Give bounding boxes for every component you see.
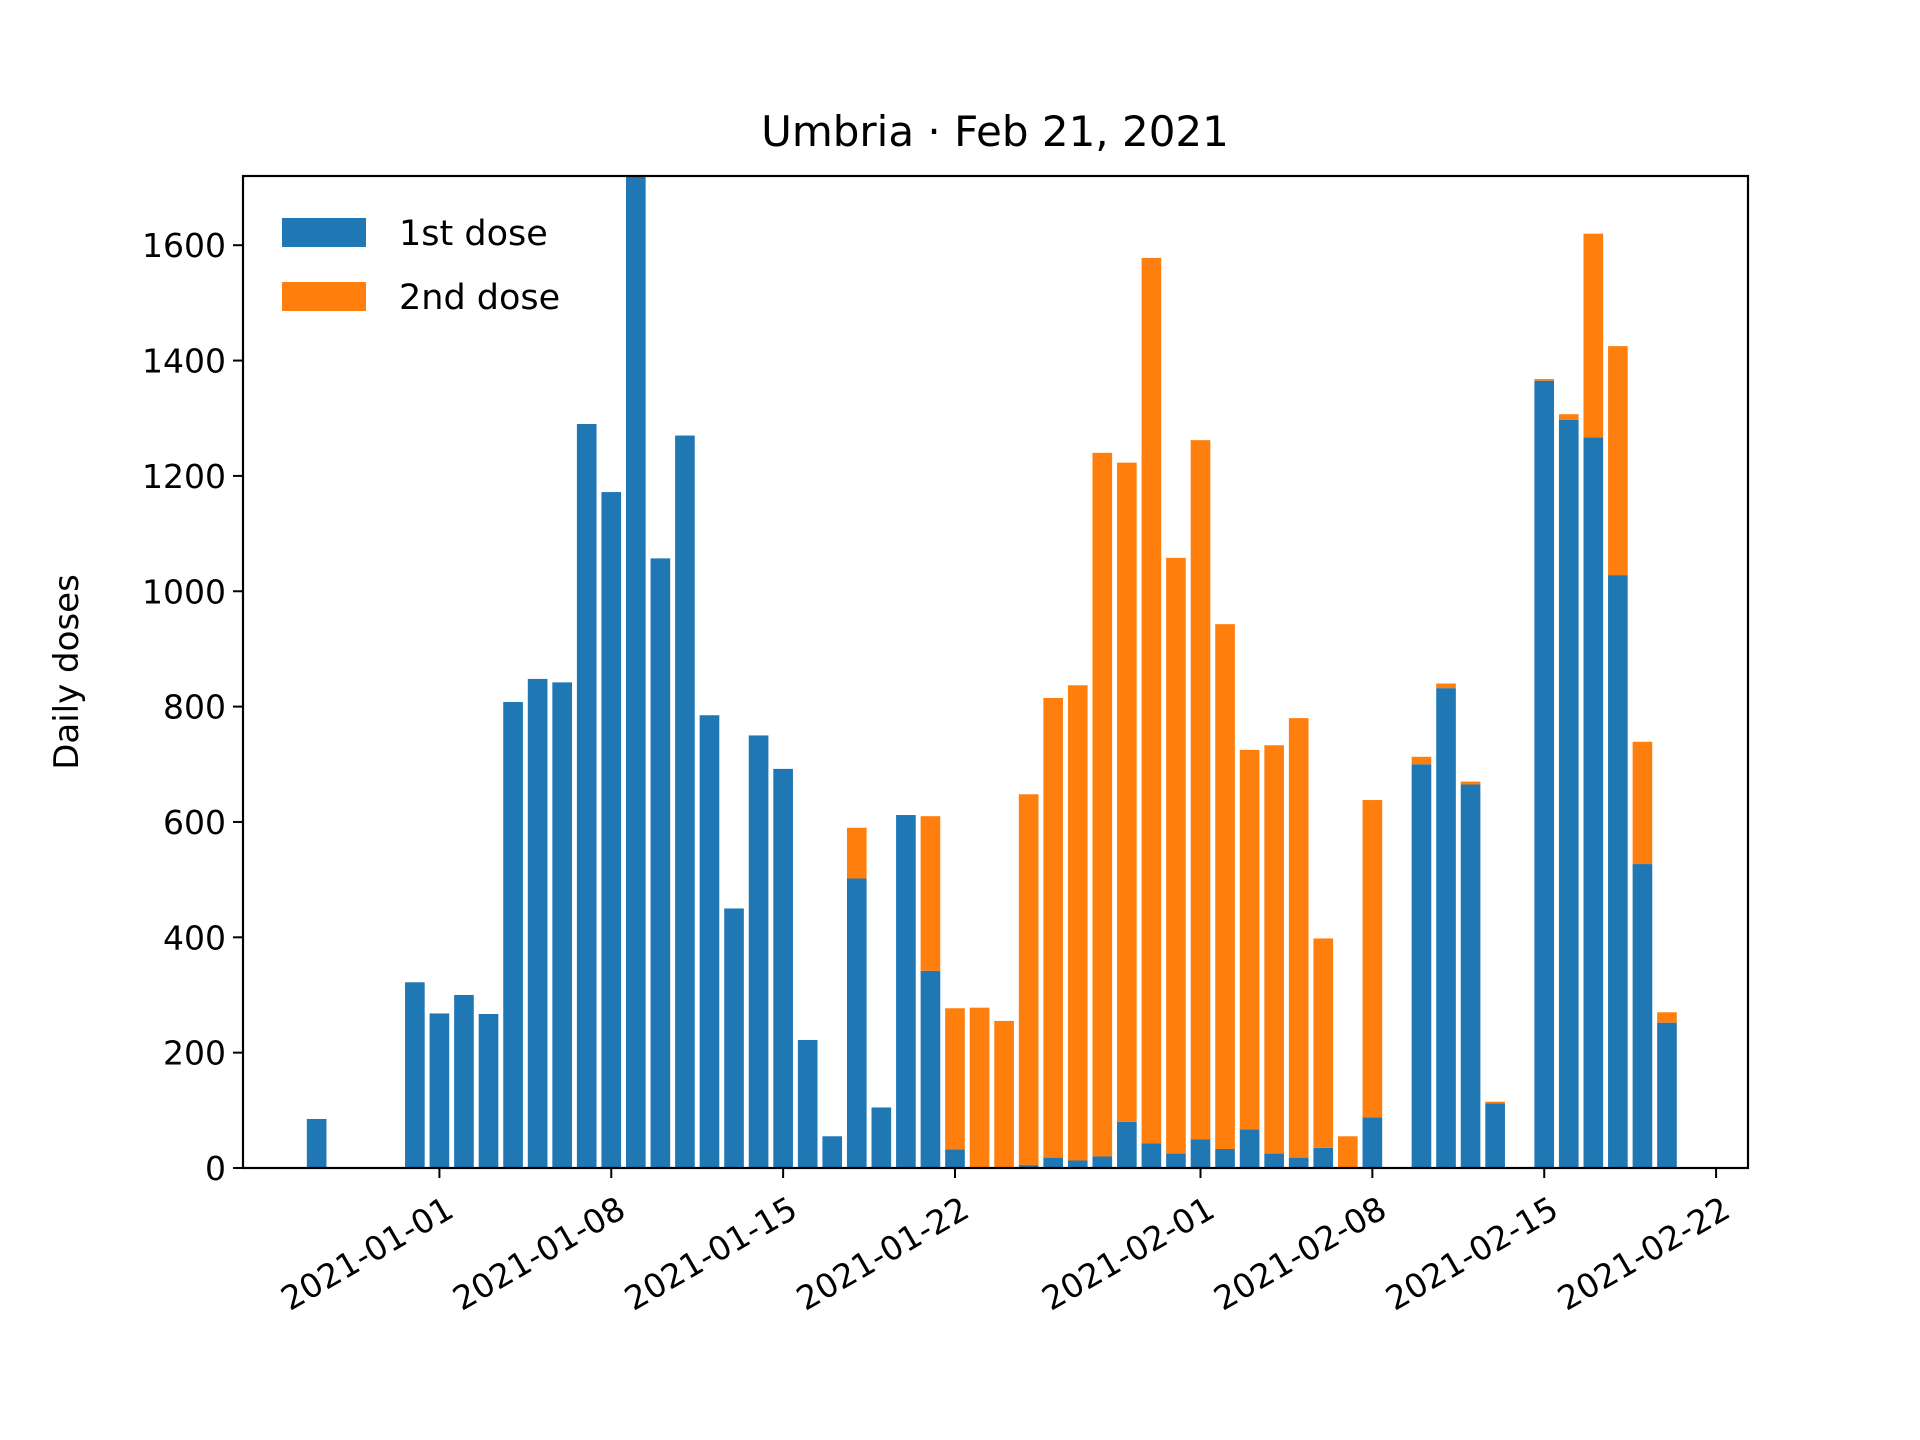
bar-1st-dose-2021-01-19 (871, 1107, 892, 1168)
bar-2nd-dose-2021-01-30 (1141, 257, 1162, 1144)
bar-2nd-dose-2021-02-06 (1313, 938, 1334, 1148)
y-tick-label-200: 200 (163, 1034, 226, 1073)
bar-1st-dose-2021-02-03 (1239, 1129, 1260, 1168)
y-tick-label-600: 600 (163, 803, 226, 842)
bar-1st-dose-2021-01-21 (920, 970, 941, 1168)
y-tick-label-400: 400 (163, 918, 226, 957)
bar-1st-dose-2021-01-03 (478, 1014, 499, 1168)
bar-1st-dose-2021-01-17 (822, 1136, 843, 1168)
bar-1st-dose-2021-02-01 (1190, 1139, 1211, 1168)
bar-2nd-dose-2021-01-28 (1092, 452, 1113, 1157)
bar-1st-dose-2021-02-15 (1534, 380, 1555, 1169)
bar-2nd-dose-2021-01-23 (969, 1007, 990, 1168)
bar-1st-dose-2021-02-11 (1436, 688, 1456, 1168)
bar-1st-dose-2021-02-10 (1411, 764, 1432, 1168)
bar-1st-dose-2021-01-07 (576, 424, 597, 1168)
bar-2nd-dose-2021-01-31 (1166, 557, 1186, 1154)
bar-1st-dose-2021-02-19 (1632, 864, 1653, 1168)
bar-2nd-dose-2021-02-10 (1411, 756, 1432, 765)
bar-2nd-dose-2021-02-13 (1485, 1101, 1505, 1104)
bar-2nd-dose-2021-02-17 (1583, 233, 1604, 438)
bar-2nd-dose-2021-02-18 (1608, 346, 1628, 576)
y-tick-label-800: 800 (163, 688, 226, 727)
bar-1st-dose-2020-12-31 (405, 982, 425, 1168)
bar-1st-dose-2021-01-20 (896, 815, 916, 1168)
bar-1st-dose-2021-01-31 (1166, 1153, 1186, 1168)
bar-1st-dose-2021-02-05 (1288, 1157, 1309, 1168)
bar-2nd-dose-2021-01-25 (1018, 794, 1039, 1166)
legend: 1st dose 2nd dose (282, 214, 560, 318)
bar-1st-dose-2021-02-06 (1313, 1147, 1334, 1168)
bar-1st-dose-2021-01-11 (675, 435, 695, 1168)
y-axis-label: Daily doses (47, 574, 87, 770)
bar-1st-dose-2021-01-05 (527, 678, 548, 1168)
bar-1st-dose-2021-01-14 (748, 735, 769, 1168)
bar-2nd-dose-2021-02-16 (1558, 414, 1579, 420)
bar-1st-dose-2021-02-20 (1657, 1022, 1677, 1168)
bar-2nd-dose-2021-02-01 (1190, 440, 1211, 1140)
bar-1st-dose-2021-02-13 (1485, 1103, 1505, 1168)
bar-2nd-dose-2021-01-27 (1067, 685, 1088, 1161)
bar-2nd-dose-2021-02-11 (1436, 683, 1456, 689)
bar-2nd-dose-2021-02-08 (1362, 800, 1383, 1118)
bar-1st-dose-2021-01-13 (724, 908, 744, 1168)
bar-1st-dose-2021-01-30 (1141, 1143, 1162, 1168)
bar-1st-dose-2021-01-27 (1067, 1160, 1088, 1168)
bar-2nd-dose-2021-01-18 (846, 827, 867, 879)
bar-1st-dose-2021-02-17 (1583, 437, 1604, 1168)
bar-1st-dose-2021-01-02 (454, 994, 474, 1168)
bars (306, 176, 1677, 1169)
bar-1st-dose-2021-01-10 (650, 558, 671, 1168)
y-axis: 0 200 400 600 800 1000 1200 1400 1600 (142, 226, 243, 1188)
bar-2nd-dose-2021-02-12 (1460, 781, 1481, 785)
plot-frame (241, 174, 1750, 1170)
y-tick-label-1400: 1400 (142, 342, 226, 381)
bar-2nd-dose-2021-01-29 (1117, 462, 1137, 1122)
bar-2nd-dose-2021-02-20 (1657, 1012, 1677, 1023)
bar-1st-dose-2020-12-27 (306, 1118, 327, 1168)
bar-2nd-dose-2021-02-05 (1288, 718, 1309, 1158)
bar-1st-dose-2021-01-18 (846, 878, 867, 1168)
bar-1st-dose-2021-01-26 (1043, 1157, 1064, 1168)
bar-1st-dose-2021-01-25 (1018, 1165, 1039, 1168)
bar-1st-dose-2021-01-29 (1117, 1121, 1137, 1168)
bar-1st-dose-2021-02-04 (1264, 1153, 1284, 1168)
bar-1st-dose-2021-01-15 (773, 768, 793, 1168)
bar-2nd-dose-2021-02-15 (1534, 379, 1555, 381)
legend-label-2nd-dose: 2nd dose (399, 278, 560, 318)
bar-2nd-dose-2021-01-24 (994, 1020, 1014, 1168)
bar-2nd-dose-2021-01-26 (1043, 697, 1064, 1158)
legend-label-1st-dose: 1st dose (399, 214, 548, 254)
bar-1st-dose-2021-01-12 (699, 715, 720, 1168)
legend-swatch-2nd-dose (282, 282, 366, 311)
y-tick-label-0: 0 (205, 1149, 226, 1188)
bar-2nd-dose-2021-02-03 (1239, 749, 1260, 1130)
y-tick-label-1000: 1000 (142, 572, 226, 611)
bar-1st-dose-2021-01-09 (626, 176, 646, 1168)
bar-1st-dose-2021-01-08 (601, 492, 622, 1169)
bar-1st-dose-2021-01-16 (797, 1039, 818, 1168)
bar-1st-dose-2021-01-04 (503, 701, 523, 1168)
bar-1st-dose-2021-01-06 (552, 682, 572, 1168)
bar-2nd-dose-2021-02-19 (1632, 741, 1653, 865)
bar-2nd-dose-2021-02-02 (1215, 624, 1235, 1149)
bar-1st-dose-2021-01-28 (1092, 1156, 1113, 1168)
bar-1st-dose-2021-02-16 (1558, 419, 1579, 1169)
bar-1st-dose-2021-01-22 (945, 1149, 965, 1168)
bar-1st-dose-2021-02-08 (1362, 1117, 1383, 1168)
bar-2nd-dose-2021-02-04 (1264, 745, 1284, 1154)
legend-swatch-1st-dose (282, 218, 366, 247)
y-tick-label-1200: 1200 (142, 457, 226, 496)
bar-2nd-dose-2021-01-21 (920, 816, 941, 971)
bar-1st-dose-2021-02-12 (1460, 784, 1481, 1168)
y-tick-label-1600: 1600 (142, 226, 226, 265)
bar-2nd-dose-2021-01-22 (945, 1008, 965, 1150)
bar-1st-dose-2021-02-18 (1608, 575, 1628, 1168)
bar-1st-dose-2021-01-01 (429, 1013, 450, 1168)
bar-1st-dose-2021-02-02 (1215, 1148, 1235, 1168)
bar-2nd-dose-2021-02-07 (1337, 1136, 1358, 1168)
chart-title: Umbria · Feb 21, 2021 (761, 107, 1229, 156)
